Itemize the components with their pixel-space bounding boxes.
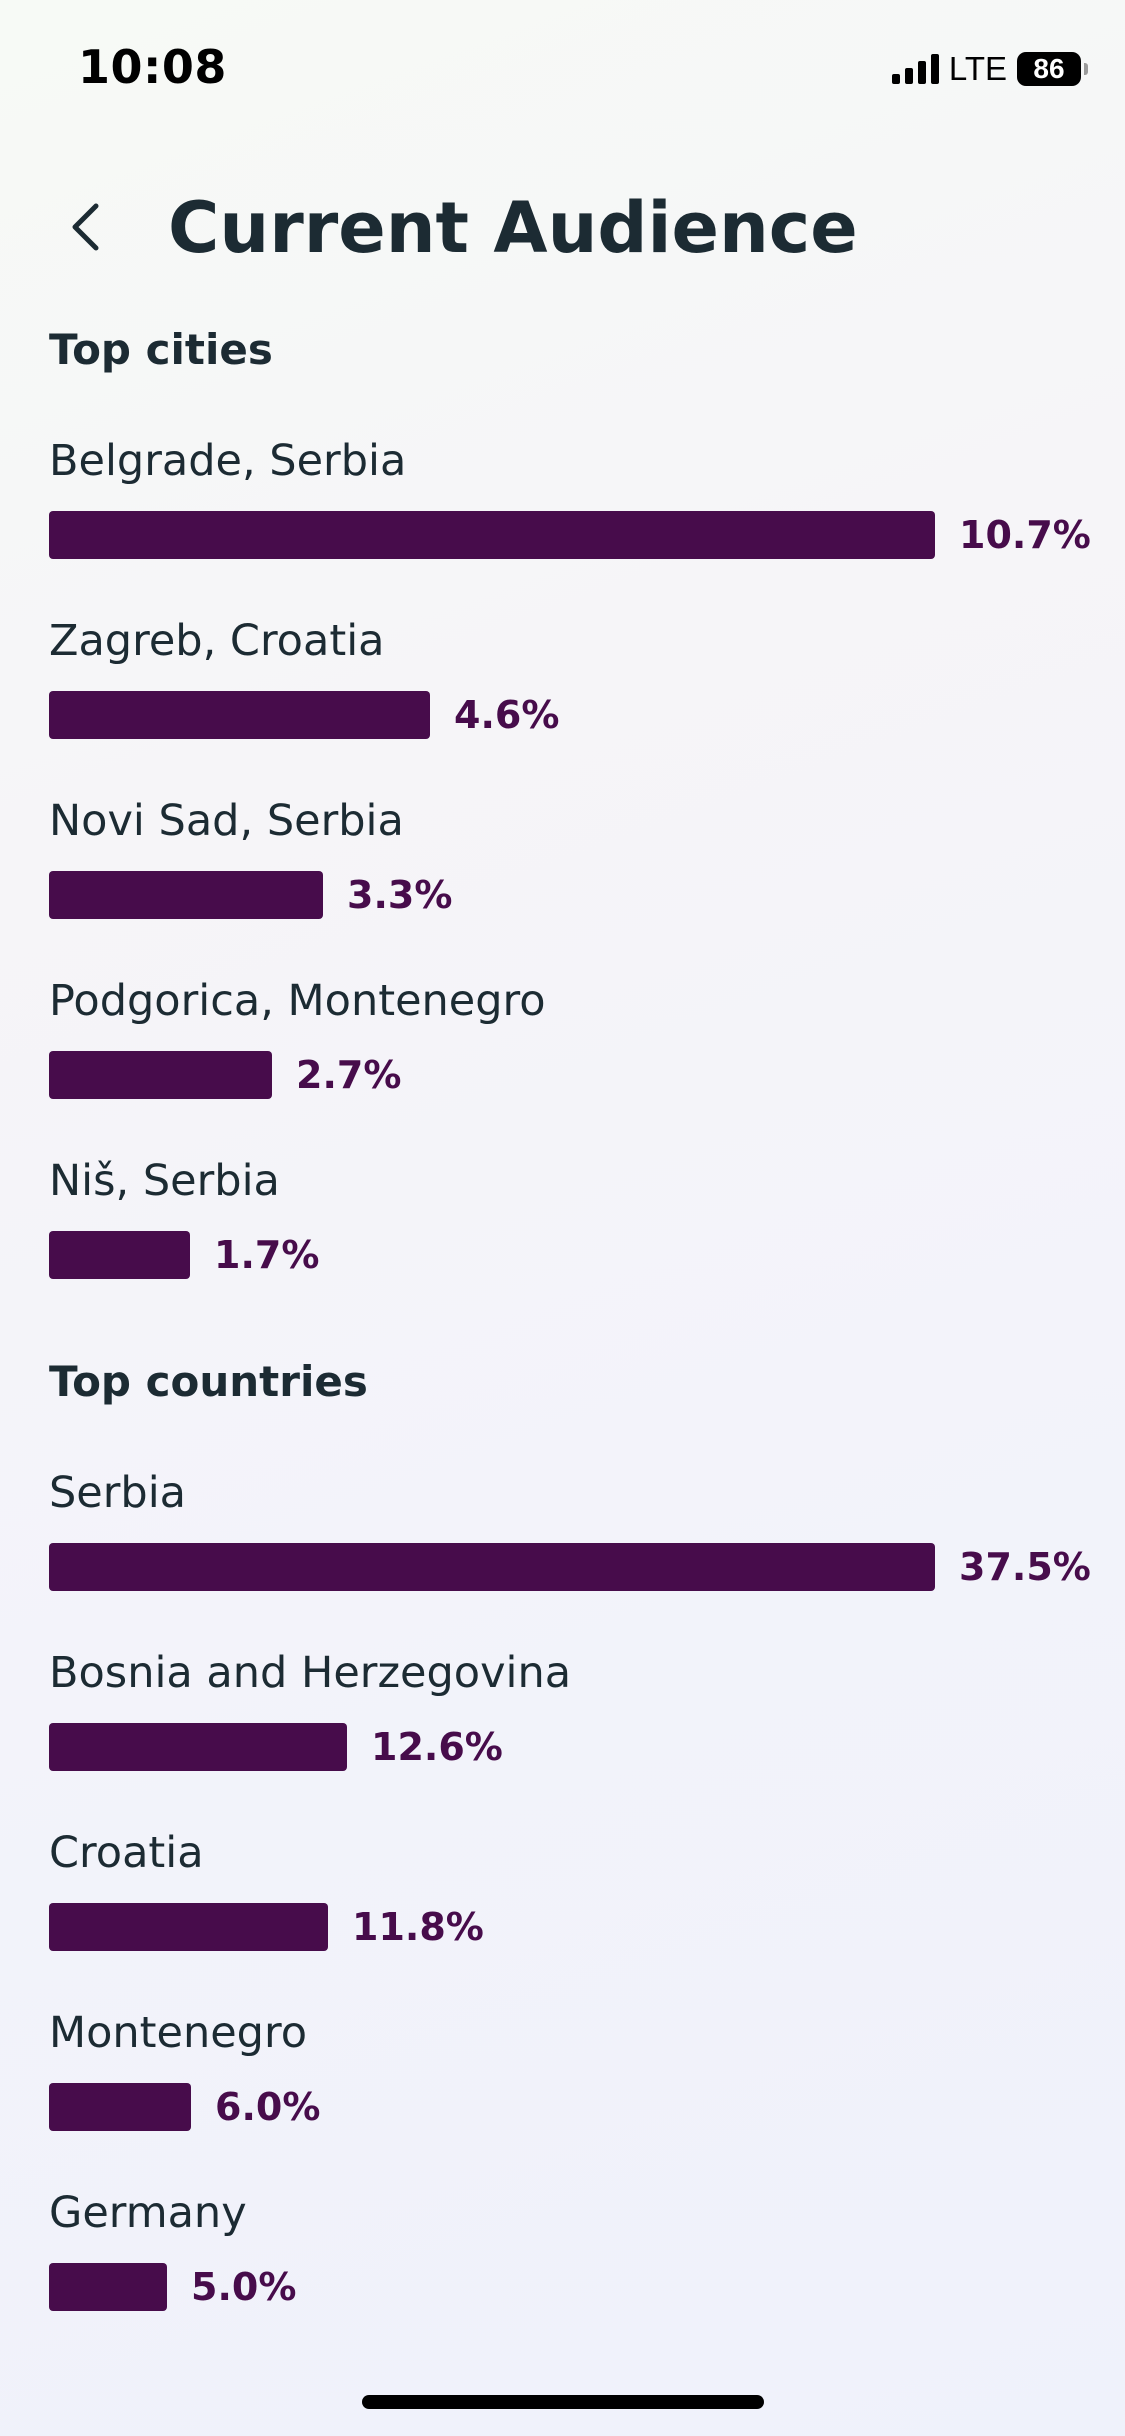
country-label: Croatia <box>49 1828 204 1878</box>
country-bar-row: 12.6% <box>49 1722 503 1772</box>
country-label: Montenegro <box>49 2008 308 2058</box>
home-indicator[interactable] <box>362 2395 764 2409</box>
city-item: Podgorica, Montenegro 2.7% <box>49 976 1089 1146</box>
city-bar-row: 10.7% <box>49 510 1091 560</box>
city-label: Zagreb, Croatia <box>49 616 385 666</box>
country-bar-row: 11.8% <box>49 1902 484 1952</box>
city-bar <box>49 871 323 919</box>
country-bar-row: 6.0% <box>49 2082 320 2132</box>
cellular-signal-icon <box>891 54 939 84</box>
country-label: Germany <box>49 2188 247 2238</box>
chevron-left-icon[interactable] <box>52 192 122 262</box>
country-item: Bosnia and Herzegovina 12.6% <box>49 1648 1089 1818</box>
status-time: 10:08 <box>78 40 227 94</box>
city-value: 4.6% <box>454 693 560 737</box>
country-value: 5.0% <box>191 2265 297 2309</box>
page-title: Current Audience <box>168 187 858 269</box>
country-item: Germany 5.0% <box>49 2188 1089 2358</box>
top-countries-title: Top countries <box>49 1357 368 1406</box>
country-value: 6.0% <box>215 2085 321 2129</box>
country-bar <box>49 2263 167 2311</box>
country-label: Serbia <box>49 1468 187 1518</box>
country-bar <box>49 1543 935 1591</box>
status-indicators: LTE 86 <box>891 48 1088 90</box>
city-label: Novi Sad, Serbia <box>49 796 404 846</box>
city-bar <box>49 511 935 559</box>
country-bar-row: 37.5% <box>49 1542 1091 1592</box>
top-cities-title: Top cities <box>49 325 273 374</box>
city-value: 10.7% <box>959 513 1091 557</box>
city-bar-row: 2.7% <box>49 1050 401 1100</box>
country-bar <box>49 1723 347 1771</box>
battery-level: 86 <box>1033 53 1065 84</box>
country-bar <box>49 2083 191 2131</box>
city-value: 2.7% <box>296 1053 402 1097</box>
battery-icon: 86 <box>1017 52 1088 86</box>
network-type-label: LTE <box>948 50 1007 87</box>
city-item: Niš, Serbia 1.7% <box>49 1156 1089 1326</box>
country-value: 37.5% <box>959 1545 1091 1589</box>
city-bar <box>49 1231 190 1279</box>
country-value: 12.6% <box>371 1725 503 1769</box>
country-item: Croatia 11.8% <box>49 1828 1089 1998</box>
city-item: Zagreb, Croatia 4.6% <box>49 616 1089 786</box>
country-label: Bosnia and Herzegovina <box>49 1648 572 1698</box>
city-bar-row: 4.6% <box>49 690 559 740</box>
city-label: Podgorica, Montenegro <box>49 976 546 1026</box>
city-item: Novi Sad, Serbia 3.3% <box>49 796 1089 966</box>
battery-tip <box>1084 63 1088 75</box>
status-bar: 10:08 LTE 86 <box>0 0 1125 130</box>
city-value: 1.7% <box>214 1233 320 1277</box>
country-item: Montenegro 6.0% <box>49 2008 1089 2178</box>
city-item: Belgrade, Serbia 10.7% <box>49 436 1091 606</box>
city-label: Niš, Serbia <box>49 1156 280 1206</box>
country-bar <box>49 1903 328 1951</box>
header: Current Audience <box>0 170 1125 280</box>
country-value: 11.8% <box>352 1905 484 1949</box>
country-bar-row: 5.0% <box>49 2262 296 2312</box>
city-bar <box>49 1051 272 1099</box>
city-bar-row: 3.3% <box>49 870 452 920</box>
country-item: Serbia 37.5% <box>49 1468 1091 1638</box>
city-value: 3.3% <box>347 873 453 917</box>
city-bar <box>49 691 430 739</box>
city-label: Belgrade, Serbia <box>49 436 407 486</box>
city-bar-row: 1.7% <box>49 1230 319 1280</box>
